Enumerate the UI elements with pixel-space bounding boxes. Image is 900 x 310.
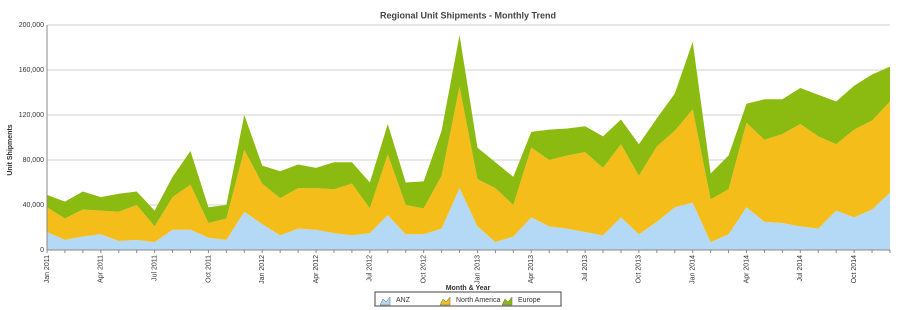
legend-swatch [501,296,513,306]
x-tick-label: Jul 2012 [367,255,374,282]
y-tick-label: 200,000 [19,22,44,29]
x-tick-label: Jul 2011 [151,255,158,281]
x-tick-label: Jul 2013 [582,255,589,282]
x-tick-label: Jan 2011 [44,255,51,283]
x-tick-label: Oct 2013 [636,255,643,284]
y-tick-label: 0 [40,247,44,254]
y-tick-label: 120,000 [19,112,44,119]
legend-label: Europe [518,297,541,304]
y-axis-label: Unit Shipments [7,124,14,175]
x-tick-label: Apr 2013 [528,255,535,284]
legend-label: ANZ [396,297,411,304]
x-tick-label: Oct 2011 [205,255,212,283]
legend-swatch [439,296,451,306]
chart-title: Regional Unit Shipments - Monthly Trend [380,10,556,20]
y-tick-label: 80,000 [23,157,45,164]
x-tick-label: Apr 2014 [743,255,750,284]
y-tick-label: 40,000 [23,202,45,209]
area [47,86,890,243]
x-tick-label: Jan 2014 [690,255,697,284]
legend-label: North America [456,297,500,304]
x-tick-label: Oct 2014 [851,255,858,284]
x-tick-label: Jul 2014 [797,255,804,282]
x-tick-label: Jan 2013 [474,255,481,284]
x-tick-label: Jan 2012 [259,255,266,284]
x-axis-label: Month & Year [446,285,491,292]
y-tick-label: 160,000 [19,67,44,74]
legend-swatch [379,296,391,306]
area [47,35,890,227]
x-tick-label: Oct 2012 [421,255,428,284]
x-tick-label: Apr 2012 [313,255,320,284]
area [47,188,890,250]
legend-box [374,291,562,307]
x-tick-label: Apr 2011 [98,255,105,283]
